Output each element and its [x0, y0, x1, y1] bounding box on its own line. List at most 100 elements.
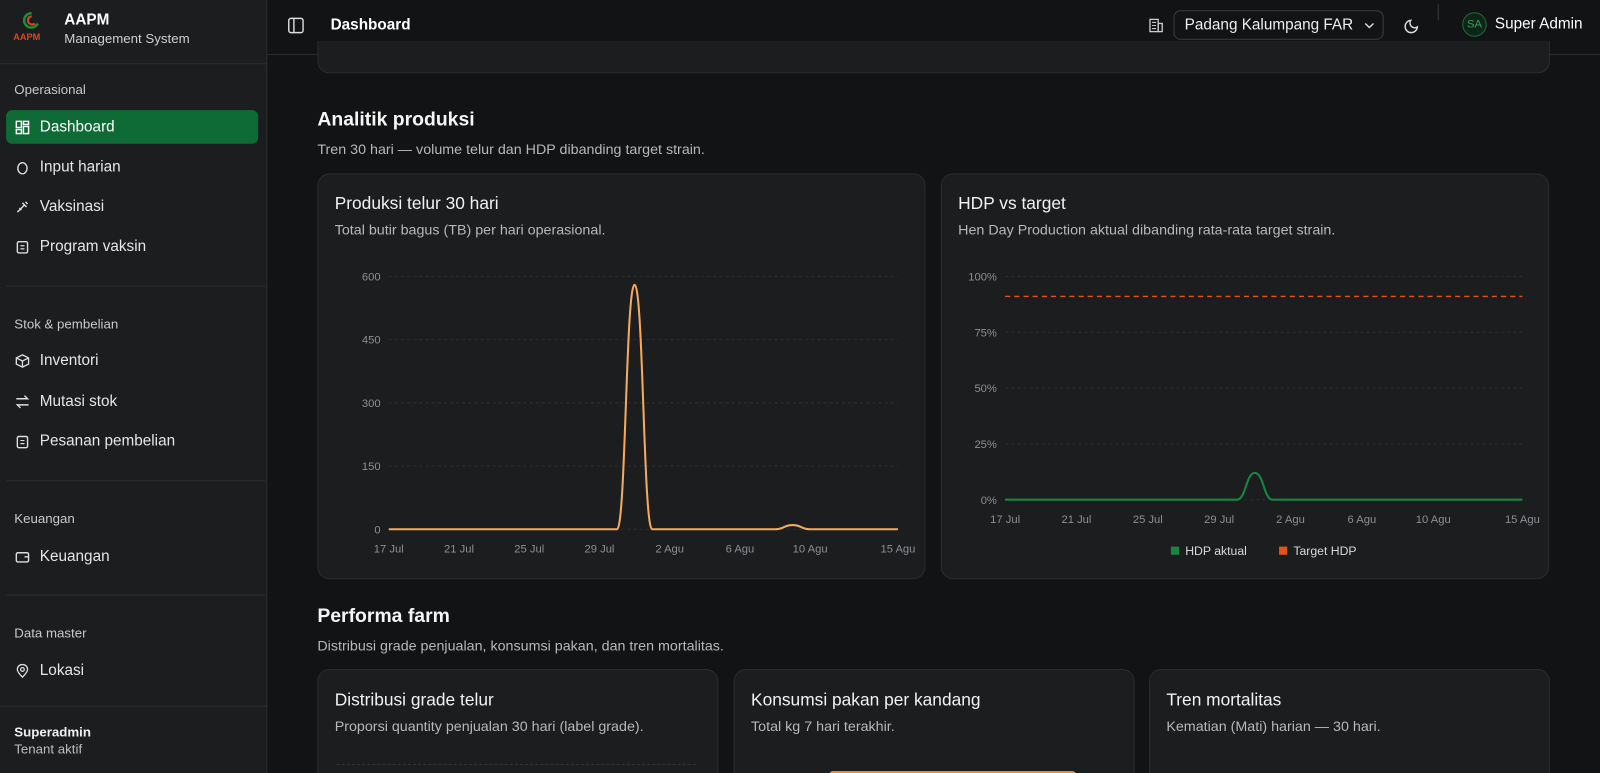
building-icon — [1149, 18, 1163, 33]
sidebar-footer: Superadmin Tenant aktif — [0, 705, 267, 773]
page-title: Dashboard — [330, 16, 411, 34]
nav-icon — [16, 240, 29, 254]
bar — [829, 770, 1076, 773]
x-tick-label: 17 Jul — [374, 544, 404, 556]
nav-label: Keuangan — [39, 547, 110, 565]
chart-title: Produksi telur 30 hari — [334, 193, 499, 214]
card: Konsumsi pakan per kandang Total kg 7 ha… — [733, 668, 1135, 773]
chevron — [1364, 22, 1375, 29]
chart-card: HDP vs target Hen Day Production aktual … — [940, 173, 1549, 580]
section-title: Analitik produksi — [317, 109, 475, 131]
nav-icon — [16, 435, 29, 448]
x-tick-label: 2 Agu — [1276, 514, 1305, 526]
nav-icon — [16, 663, 29, 678]
footer-status: Tenant aktif — [14, 741, 83, 757]
x-tick-label: 25 Jul — [514, 544, 544, 556]
nav-section-title: Operasional — [14, 81, 86, 97]
card: Tren mortalitas Kematian (Mati) harian —… — [1148, 668, 1550, 773]
card-title: Konsumsi pakan per kandang — [751, 690, 981, 710]
chart-subtitle: Hen Day Production aktual dibanding rata… — [958, 221, 1336, 238]
nav-icon — [17, 161, 28, 174]
brand-tagline: Management System — [64, 30, 190, 46]
section-subtitle: Tren 30 hari — volume telur dan HDP diba… — [317, 140, 705, 158]
y-tick-label: 0% — [981, 495, 997, 507]
nav-item[interactable]: Keuangan — [6, 539, 258, 573]
chart-title: HDP vs target — [958, 193, 1066, 214]
x-tick-label: 10 Agu — [1416, 514, 1451, 526]
nav-icon — [15, 353, 30, 368]
logo-icon — [22, 11, 39, 29]
divider — [6, 285, 266, 287]
footer-user: Superadmin — [14, 724, 91, 740]
divider — [0, 63, 267, 65]
card-title: Distribusi grade telur — [334, 690, 494, 710]
nav-label: Mutasi stok — [39, 392, 118, 410]
divider — [6, 594, 266, 596]
chart-subtitle: Total butir bagus (TB) per hari operasio… — [334, 221, 606, 238]
section-title: Performa farm — [317, 605, 450, 628]
nav-label: Input harian — [39, 158, 121, 176]
avatar[interactable]: SA — [1462, 12, 1487, 37]
x-tick-label: 2 Agu — [655, 544, 684, 556]
line-series — [388, 283, 898, 531]
user-name[interactable]: Super Admin — [1494, 15, 1583, 33]
card — [317, 40, 1550, 74]
nav-icon — [15, 120, 30, 134]
y-tick-label: 450 — [362, 335, 381, 347]
x-tick-label: 29 Jul — [584, 544, 614, 556]
card-subtitle: Proporsi quantity penjualan 30 hari (lab… — [334, 717, 644, 735]
x-tick-label: 15 Agu — [880, 544, 915, 556]
legend-item: HDP aktual — [1170, 544, 1247, 558]
nav-label: Vaksinasi — [39, 197, 105, 216]
y-tick-label: 600 — [362, 271, 381, 283]
nav-item[interactable]: Pesanan pembelian — [6, 424, 258, 458]
x-tick-label: 29 Jul — [1204, 514, 1234, 526]
card: Distribusi grade telur Proporsi quantity… — [317, 668, 719, 773]
y-tick-label: 0 — [374, 524, 380, 536]
nav-section-title: Keuangan — [14, 510, 75, 527]
grid-line — [336, 763, 696, 765]
nav-label: Pesanan pembelian — [39, 432, 176, 450]
legend-swatch — [1170, 546, 1180, 555]
location-name: Padang Kalumpang FAR — [1184, 16, 1354, 34]
y-tick-label: 300 — [362, 398, 381, 410]
sidebar-toggle[interactable] — [288, 17, 304, 34]
x-tick-label: 15 Agu — [1505, 514, 1540, 526]
legend-label: HDP aktual — [1185, 544, 1247, 558]
nav-label: Dashboard — [39, 118, 115, 136]
nav-item[interactable]: Inventori — [6, 344, 258, 378]
y-tick-label: 25% — [974, 439, 996, 451]
card-title: Tren mortalitas — [1166, 690, 1282, 710]
x-tick-label: 21 Jul — [444, 544, 474, 556]
divider — [6, 480, 266, 482]
y-tick-label: 150 — [362, 461, 381, 473]
legend-item: Target HDP — [1279, 544, 1357, 558]
nav-item[interactable]: Program vaksin — [6, 229, 258, 263]
nav-icon — [15, 551, 30, 563]
divider — [1437, 4, 1439, 21]
sidebar: AAPM AAPM Management System Operasional … — [0, 0, 268, 773]
nav-item[interactable]: Vaksinasi — [6, 190, 258, 224]
card-subtitle: Total kg 7 hari terakhir. — [751, 717, 895, 735]
brand-name: AAPM — [64, 11, 110, 29]
logo-text: AAPM — [13, 31, 41, 42]
nav-item[interactable]: Mutasi stok — [6, 384, 258, 418]
legend-label: Target HDP — [1293, 544, 1356, 558]
nav-icon — [16, 200, 29, 213]
theme-toggle[interactable] — [1404, 17, 1420, 34]
nav-item[interactable]: Dashboard — [6, 110, 259, 144]
x-tick-label: 6 Agu — [1348, 514, 1377, 526]
nav-item[interactable]: Input harian — [6, 150, 258, 184]
nav-section-title: Data master — [14, 625, 87, 641]
y-tick-label: 75% — [974, 327, 996, 339]
legend-swatch — [1279, 546, 1288, 555]
y-tick-label: 50% — [974, 383, 996, 395]
card-subtitle: Kematian (Mati) harian — 30 hari. — [1166, 717, 1381, 735]
location-select[interactable]: Padang Kalumpang FAR — [1173, 10, 1384, 40]
nav-item[interactable]: Lokasi — [6, 654, 258, 688]
y-tick-label: 100% — [968, 271, 997, 283]
nav-label: Program vaksin — [39, 237, 147, 255]
